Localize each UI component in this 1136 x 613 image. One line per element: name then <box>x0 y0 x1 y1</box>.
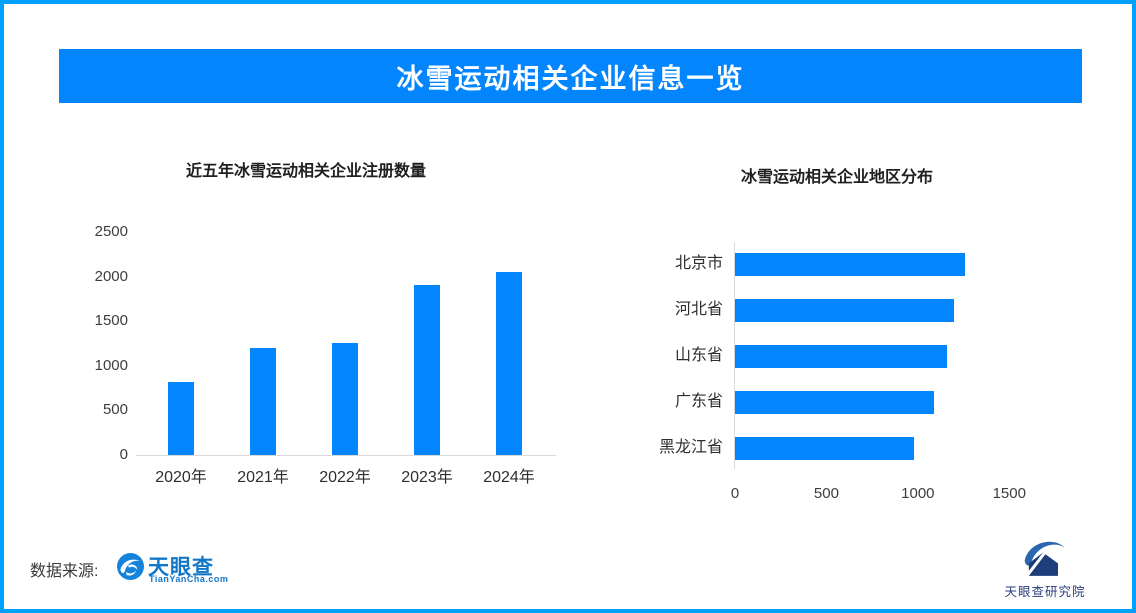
y-axis-tick-label: 2000 <box>94 267 128 285</box>
x-axis-line <box>136 455 556 456</box>
y-axis-category-label: 山东省 <box>674 347 723 364</box>
y-axis-tick-label: 0 <box>119 446 128 463</box>
y-axis-tick-label: 1000 <box>94 356 128 374</box>
bar <box>735 299 954 322</box>
bar <box>735 253 965 276</box>
bar <box>735 345 947 368</box>
y-axis-tick-label: 2500 <box>94 223 128 240</box>
x-axis-category-label: 2020年 <box>155 469 207 486</box>
bar <box>735 391 934 414</box>
eye-swirl-icon <box>117 553 144 580</box>
page-title: 冰雪运动相关企业信息一览 <box>396 63 745 94</box>
title-banner: 冰雪运动相关企业信息一览 <box>59 49 1082 103</box>
bar <box>332 343 358 455</box>
x-axis-tick-label: 500 <box>813 485 839 502</box>
tianyancha-logo-icon <box>117 553 144 580</box>
institute-logo-icon <box>1018 535 1068 580</box>
left-chart-title: 近五年冰雪运动相关企业注册数量 <box>186 163 427 180</box>
y-axis-category-label: 北京市 <box>674 255 723 272</box>
bar <box>414 285 440 455</box>
x-axis-tick-label: 1500 <box>992 485 1026 502</box>
tianyancha-logo-text: 天眼查 <box>148 556 214 579</box>
bar <box>496 272 522 455</box>
data-source-label: 数据来源: <box>30 563 99 580</box>
wave-house-icon <box>1024 541 1065 576</box>
bar <box>168 382 194 455</box>
x-axis-category-label: 2023年 <box>401 469 453 486</box>
x-axis-category-label: 2024年 <box>483 469 535 486</box>
x-axis-category-label: 2021年 <box>237 469 289 486</box>
y-axis-category-label: 广东省 <box>674 393 723 410</box>
right-chart-title: 冰雪运动相关企业地区分布 <box>741 169 934 186</box>
x-axis-tick-label: 0 <box>730 485 740 502</box>
institute-logo-text: 天眼查研究院 <box>1004 585 1086 599</box>
x-axis-tick-label: 1000 <box>901 485 935 502</box>
y-axis-line <box>734 242 735 469</box>
x-axis-category-label: 2022年 <box>319 469 371 486</box>
y-axis-category-label: 河北省 <box>674 301 723 318</box>
y-axis-tick-label: 500 <box>102 401 128 419</box>
y-axis-category-label: 黑龙江省 <box>658 439 723 456</box>
bar <box>250 348 276 455</box>
y-axis-tick-label: 1500 <box>94 312 128 330</box>
bar <box>735 437 914 460</box>
tianyancha-logo-subtext: TianYanCha.com <box>149 574 229 584</box>
